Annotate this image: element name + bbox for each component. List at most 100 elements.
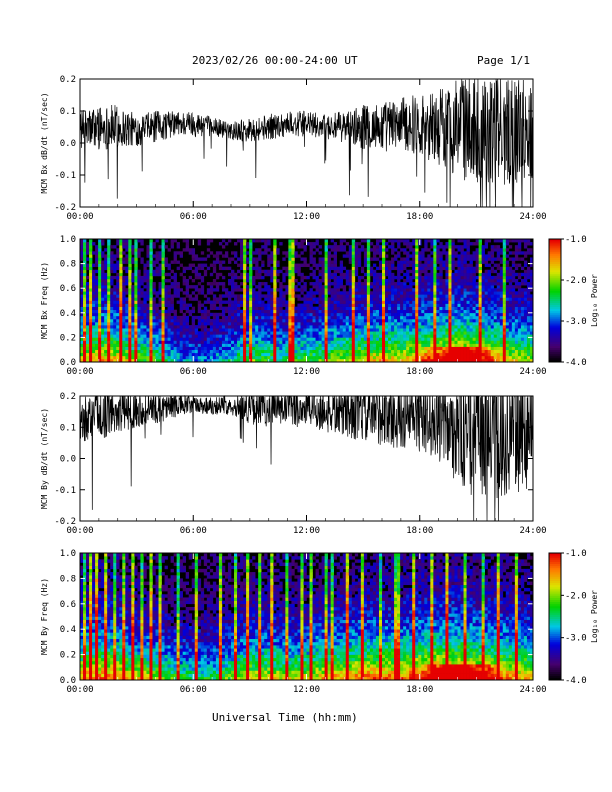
heatmap-cell	[176, 291, 180, 295]
heatmap-cell	[267, 325, 271, 329]
heatmap-cell	[412, 257, 416, 261]
heatmap-cell	[321, 355, 325, 360]
heatmap-cell	[490, 291, 495, 295]
heatmap-cell	[182, 278, 186, 283]
heatmap-cell	[496, 285, 501, 289]
heatmap-cell	[243, 263, 247, 267]
heatmap-cell	[481, 331, 485, 335]
heatmap-cell	[484, 239, 488, 243]
heatmap-cell	[152, 254, 156, 258]
heatmap-cell	[511, 337, 516, 341]
heatmap-cell	[312, 358, 316, 363]
heatmap-cell	[363, 254, 368, 258]
heatmap-cell	[339, 355, 344, 360]
heatmap-cell	[412, 272, 416, 277]
heatmap-cell	[243, 272, 247, 277]
heatmap-cell	[324, 352, 328, 357]
heatmap-cell	[351, 322, 356, 326]
heatmap-cell	[321, 334, 325, 338]
heatmap-cell	[366, 349, 371, 354]
heatmap-cell	[318, 288, 322, 292]
heatmap-cell	[363, 288, 368, 292]
heatmap-cell	[436, 275, 440, 280]
heatmap-cell	[119, 328, 123, 332]
heatmap-cell	[315, 334, 319, 338]
heatmap-cell	[80, 340, 84, 344]
heatmap-cell	[415, 251, 419, 255]
heatmap-cell	[140, 303, 144, 307]
heatmap-cell	[397, 318, 401, 323]
heatmap-cell	[231, 328, 235, 332]
heatmap-cell	[137, 278, 141, 283]
heatmap-cell	[215, 343, 220, 347]
heatmap-cell	[282, 315, 286, 320]
heatmap-cell	[158, 282, 162, 286]
heatmap-cell	[508, 318, 513, 323]
heatmap-cell	[258, 318, 262, 323]
heatmap-cell	[212, 260, 217, 264]
heatmap-cell	[436, 325, 440, 329]
heatmap-cell	[231, 282, 235, 286]
heatmap-cell	[288, 266, 292, 271]
heatmap-cell	[391, 349, 395, 354]
heatmap-cell	[83, 306, 87, 311]
heatmap-cell	[258, 337, 262, 341]
heatmap-cell	[378, 312, 383, 317]
heatmap-cell	[276, 269, 280, 274]
heatmap-cell	[321, 343, 325, 347]
heatmap-cell	[345, 358, 350, 363]
heatmap-cell	[418, 346, 422, 351]
heatmap-cell	[360, 239, 365, 243]
heatmap-cell	[508, 269, 513, 274]
heatmap-cell	[306, 328, 310, 332]
heatmap-cell	[227, 309, 232, 314]
heatmap-cell	[388, 300, 392, 304]
heatmap-cell	[119, 239, 123, 243]
heatmap-cell	[499, 312, 504, 317]
heatmap-cell	[173, 260, 177, 264]
heatmap-cell	[231, 300, 235, 304]
heatmap-cell	[212, 254, 217, 258]
heatmap-cell	[179, 346, 183, 351]
heatmap-cell	[406, 251, 410, 255]
heatmap-cell	[354, 245, 359, 249]
heatmap-cell	[436, 358, 440, 363]
heatmap-cell	[397, 328, 401, 332]
heatmap-cell	[481, 288, 485, 292]
heatmap-cell	[227, 346, 232, 351]
heatmap-cell	[279, 306, 283, 311]
heatmap-cell	[424, 328, 428, 332]
heatmap-cell	[185, 349, 190, 354]
heatmap-cell	[194, 337, 199, 341]
heatmap-cell	[92, 278, 96, 283]
heatmap-cell	[128, 251, 132, 255]
heatmap-cell	[104, 282, 108, 286]
heatmap-cell	[255, 325, 259, 329]
heatmap-cell	[439, 254, 443, 258]
heatmap-cell	[197, 288, 202, 292]
heatmap-cell	[170, 322, 174, 326]
heatmap-cell	[372, 325, 377, 329]
heatmap-cell	[415, 266, 419, 271]
heatmap-cell	[221, 239, 226, 243]
heatmap-cell	[179, 272, 183, 277]
heatmap-cell	[375, 248, 380, 252]
heatmap-cell	[303, 334, 307, 338]
heatmap-cell	[415, 325, 419, 329]
heatmap-cell	[249, 251, 253, 255]
heatmap-cell	[206, 239, 211, 243]
heatmap-cell	[182, 291, 186, 295]
heatmap-cell	[113, 257, 117, 261]
heatmap-cell	[194, 297, 199, 301]
heatmap-cell	[424, 309, 428, 314]
heatmap-cell	[466, 257, 470, 261]
heatmap-cell	[300, 328, 304, 332]
heatmap-cell	[218, 263, 223, 267]
heatmap-cell	[339, 331, 344, 335]
heatmap-cell	[312, 355, 316, 360]
heatmap-cell	[101, 251, 105, 255]
heatmap-cell	[137, 269, 141, 274]
heatmap-cells	[80, 239, 534, 363]
heatmap-cell	[128, 312, 132, 317]
heatmap-cell	[348, 248, 353, 252]
